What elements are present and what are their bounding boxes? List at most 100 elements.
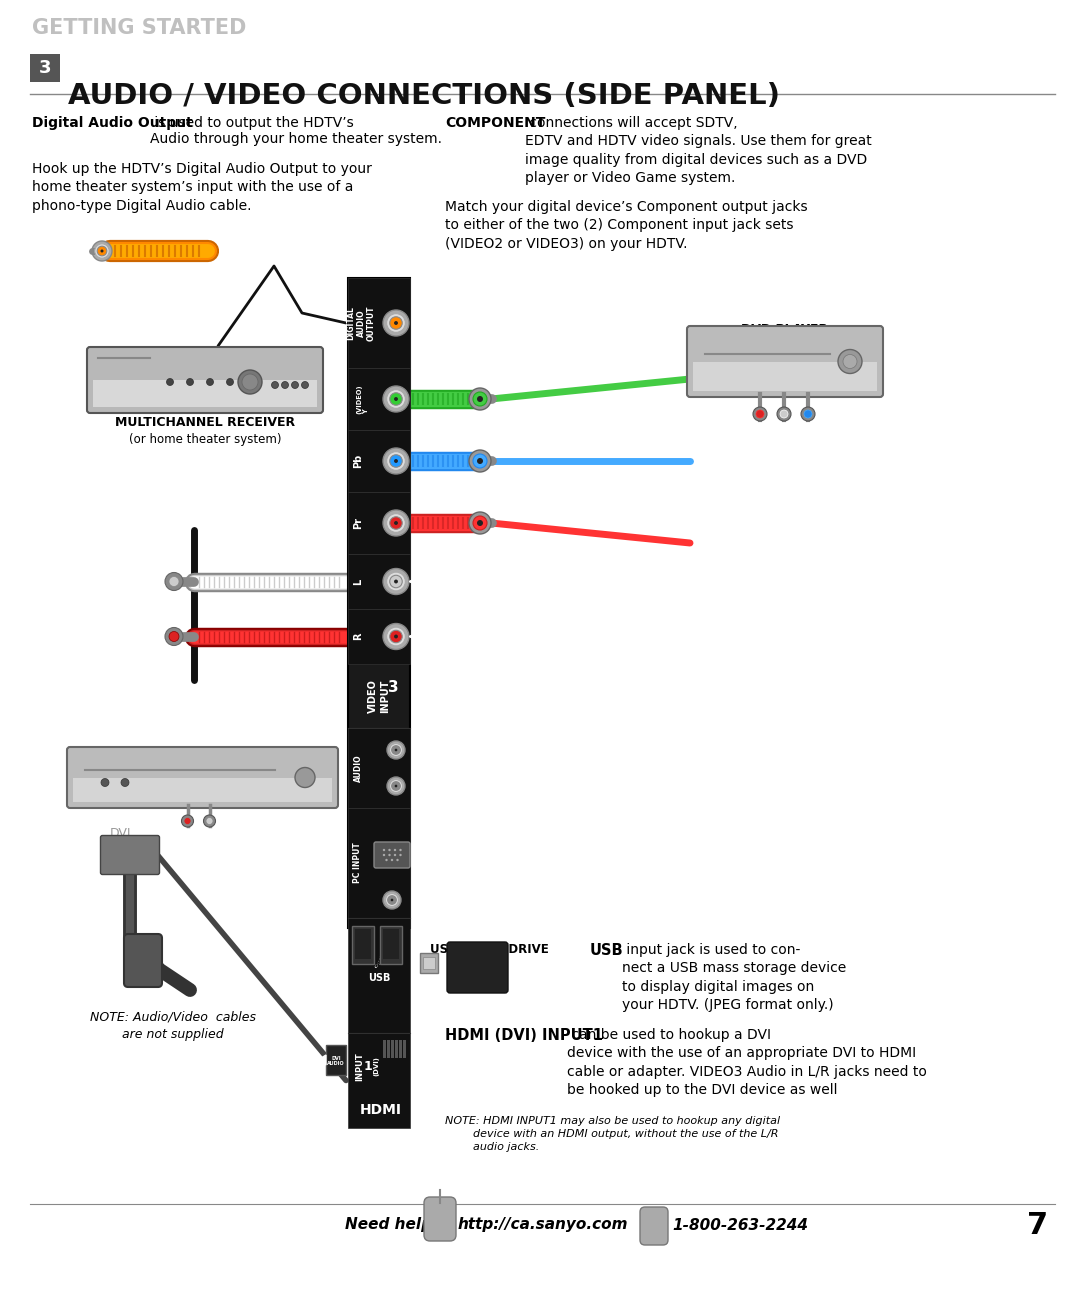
Circle shape [756,410,764,418]
Text: DIGITAL
AUDIO
OUTPUT: DIGITAL AUDIO OUTPUT [346,305,376,341]
Text: connections will accept SDTV,
EDTV and HDTV video signals. Use them for great
im: connections will accept SDTV, EDTV and H… [525,115,872,185]
FancyBboxPatch shape [640,1207,669,1245]
FancyBboxPatch shape [348,492,410,555]
Text: Need help?: Need help? [345,1218,441,1232]
Text: ☄: ☄ [374,958,384,971]
Circle shape [206,818,213,825]
Text: is used to output the HDTV’s
Audio through your home theater system.: is used to output the HDTV’s Audio throu… [150,115,442,147]
Circle shape [394,785,397,788]
Circle shape [383,448,409,475]
Circle shape [184,818,191,825]
Text: DVD PLAYER: DVD PLAYER [742,323,828,336]
Text: http://ca.sanyo.com: http://ca.sanyo.com [458,1218,629,1232]
Circle shape [383,309,409,336]
Text: (VIDEO)
Y: (VIDEO) Y [356,384,369,414]
Text: INPUT: INPUT [355,1051,365,1080]
Circle shape [168,577,179,586]
FancyBboxPatch shape [348,728,410,808]
FancyBboxPatch shape [395,1040,399,1058]
Circle shape [390,393,402,405]
Circle shape [203,815,216,827]
Circle shape [394,459,397,463]
FancyBboxPatch shape [348,368,410,430]
Circle shape [282,382,288,388]
Text: can be used to hookup a DVI
device with the use of an appropriate DVI to HDMI
ca: can be used to hookup a DVI device with … [567,1028,927,1097]
FancyBboxPatch shape [403,1040,406,1058]
FancyBboxPatch shape [383,929,399,960]
Circle shape [165,573,183,590]
FancyBboxPatch shape [355,929,372,960]
Circle shape [469,513,491,534]
Text: USB: USB [368,973,390,983]
Circle shape [382,848,386,851]
Text: 3: 3 [39,59,51,77]
Circle shape [187,379,193,385]
Circle shape [400,853,402,856]
FancyBboxPatch shape [687,326,883,397]
FancyBboxPatch shape [326,1045,346,1075]
FancyBboxPatch shape [348,278,410,368]
FancyBboxPatch shape [348,808,410,918]
FancyBboxPatch shape [124,933,162,987]
Text: DVD PLAYER: DVD PLAYER [189,745,276,758]
Circle shape [804,410,812,418]
Circle shape [469,450,491,472]
Circle shape [121,779,129,787]
Circle shape [390,631,402,642]
Circle shape [473,517,487,530]
Circle shape [383,891,401,909]
Circle shape [389,853,391,856]
Circle shape [168,632,179,641]
Circle shape [383,510,409,536]
Text: 3: 3 [388,680,399,696]
Circle shape [400,848,402,851]
Circle shape [382,853,386,856]
FancyBboxPatch shape [352,926,374,964]
Circle shape [242,374,258,389]
FancyBboxPatch shape [387,1040,390,1058]
Text: HDMI: HDMI [360,1103,402,1117]
Circle shape [165,628,183,645]
Circle shape [394,853,396,856]
Text: 1-800-263-2244: 1-800-263-2244 [672,1218,808,1232]
Text: 1: 1 [364,1059,373,1072]
Circle shape [387,514,405,532]
Circle shape [238,370,262,395]
Circle shape [390,780,403,792]
Circle shape [392,781,401,791]
Circle shape [292,382,298,388]
Circle shape [394,848,396,851]
Text: AUDIO: AUDIO [353,754,363,781]
Circle shape [394,635,397,638]
Text: (or similar device): (or similar device) [731,341,839,354]
FancyBboxPatch shape [693,362,877,391]
Text: USB: USB [590,943,623,958]
Circle shape [477,520,483,526]
FancyBboxPatch shape [93,380,318,406]
Text: DVI: DVI [110,827,132,840]
FancyBboxPatch shape [348,1033,410,1127]
Circle shape [396,859,399,861]
Circle shape [394,397,397,401]
Circle shape [390,455,402,467]
FancyBboxPatch shape [391,1040,394,1058]
Text: GETTING STARTED: GETTING STARTED [32,18,246,38]
Circle shape [392,746,401,754]
Circle shape [102,779,109,787]
FancyBboxPatch shape [30,54,60,83]
FancyBboxPatch shape [383,1040,386,1058]
Circle shape [477,396,483,402]
Text: MULTICHANNEL RECEIVER: MULTICHANNEL RECEIVER [114,416,295,429]
Circle shape [391,898,393,902]
Text: Pb: Pb [353,454,363,468]
Circle shape [473,392,487,406]
Circle shape [387,572,405,591]
Text: Pr: Pr [353,517,363,530]
Circle shape [780,410,788,418]
FancyBboxPatch shape [380,926,402,964]
Text: NOTE: HDMI INPUT1 may also be used to hookup any digital
        device with an : NOTE: HDMI INPUT1 may also be used to ho… [445,1116,780,1152]
Circle shape [389,848,391,851]
Circle shape [390,576,402,587]
Circle shape [387,777,405,794]
Circle shape [390,517,402,530]
